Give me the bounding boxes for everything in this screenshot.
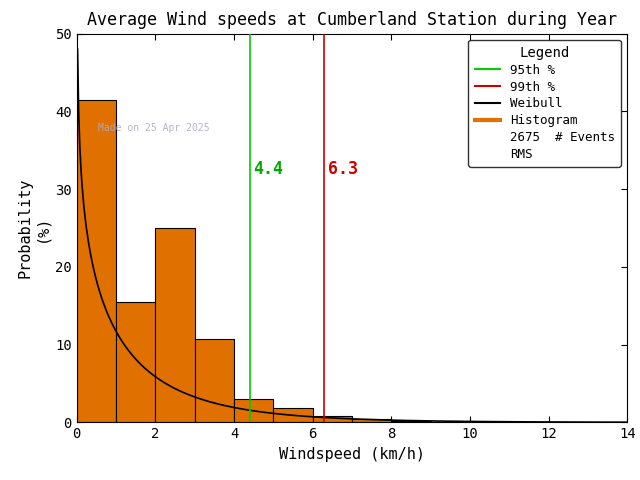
Text: 4.4: 4.4 xyxy=(253,159,283,178)
Legend: 95th %, 99th %, Weibull, Histogram, 2675  # Events, RMS: 95th %, 99th %, Weibull, Histogram, 2675… xyxy=(468,40,621,167)
Text: Made on 25 Apr 2025: Made on 25 Apr 2025 xyxy=(99,123,210,133)
Bar xyxy=(431,421,470,422)
Bar xyxy=(116,302,156,422)
Bar xyxy=(391,421,431,422)
Bar xyxy=(234,399,273,422)
Text: 6.3: 6.3 xyxy=(328,159,358,178)
X-axis label: Windspeed (km/h): Windspeed (km/h) xyxy=(279,447,425,462)
Bar xyxy=(273,408,313,422)
Bar xyxy=(77,100,116,422)
Bar xyxy=(313,416,352,422)
Y-axis label: Probability
(%): Probability (%) xyxy=(17,178,50,278)
Title: Average Wind speeds at Cumberland Station during Year: Average Wind speeds at Cumberland Statio… xyxy=(87,11,617,29)
Bar xyxy=(352,420,391,422)
Bar xyxy=(195,339,234,422)
Bar xyxy=(156,228,195,422)
